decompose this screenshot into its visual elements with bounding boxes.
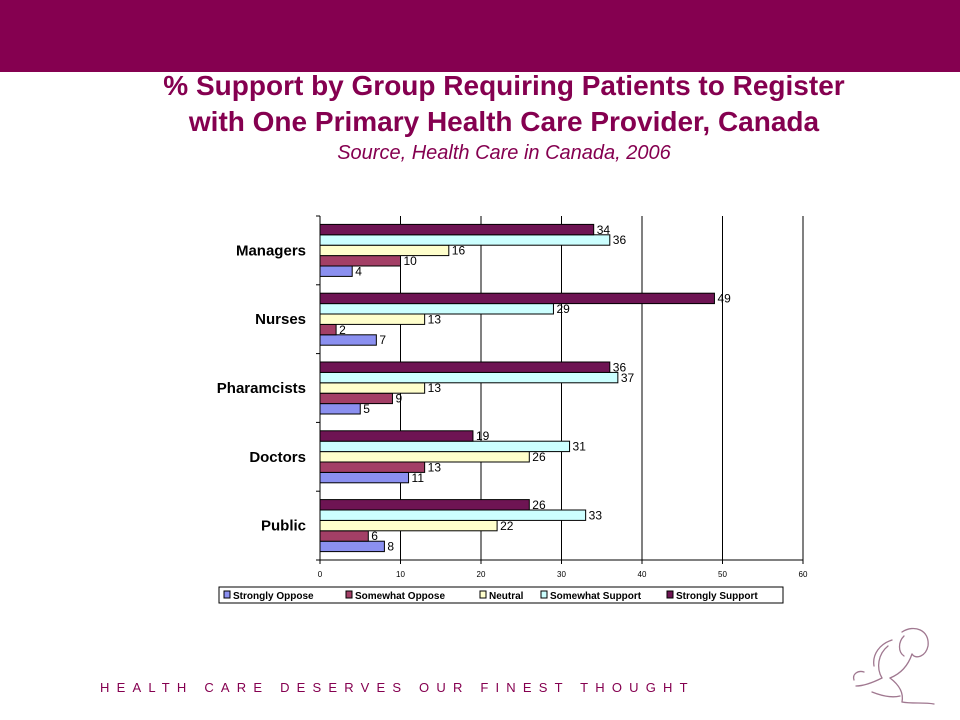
data-label-managers-somewhat-support: 36: [613, 233, 627, 247]
legend-swatch-somewhat-oppose: [345, 590, 353, 599]
data-label-doctors-strongly-support: 19: [476, 429, 490, 443]
bar-doctors-neutral: [319, 451, 530, 463]
data-label-pharamcists-neutral: 13: [428, 381, 442, 395]
bar-managers-strongly-oppose: [319, 265, 353, 277]
data-label-managers-somewhat-oppose: 10: [404, 254, 418, 268]
x-tick-label: 40: [638, 570, 647, 579]
category-label-doctors: Doctors: [249, 449, 306, 466]
title-line-2: with One Primary Health Care Provider, C…: [188, 106, 820, 137]
data-label-managers-strongly-support: 34: [597, 223, 611, 237]
data-label-doctors-neutral: 26: [532, 450, 546, 464]
legend-label-somewhat-oppose: Somewhat Oppose: [355, 591, 445, 602]
bar-pharamcists-strongly-support: [319, 361, 611, 373]
legend-label-strongly-oppose: Strongly Oppose: [233, 591, 314, 602]
bar-doctors-somewhat-oppose: [319, 461, 426, 473]
bar-managers-somewhat-oppose: [319, 255, 401, 267]
bar-public-somewhat-support: [319, 509, 587, 521]
data-label-nurses-neutral: 13: [428, 312, 442, 326]
bar-nurses-somewhat-support: [319, 303, 554, 315]
category-label-public: Public: [261, 518, 306, 535]
legend-swatch-somewhat-support: [540, 590, 548, 599]
x-tick-label: 10: [396, 570, 405, 579]
data-label-pharamcists-somewhat-support: 37: [621, 371, 635, 385]
header-bar: [0, 0, 960, 72]
tagline: HEALTH CARE DESERVES OUR FINEST THOUGHT: [100, 680, 695, 695]
data-label-nurses-somewhat-support: 29: [556, 302, 570, 316]
x-tick-label: 50: [718, 570, 727, 579]
data-label-public-strongly-oppose: 8: [387, 540, 394, 554]
bar-public-neutral: [319, 519, 498, 532]
data-label-public-somewhat-support: 33: [589, 508, 603, 522]
data-label-doctors-somewhat-oppose: 13: [428, 460, 442, 474]
mother-and-child-logo-icon: [852, 627, 935, 705]
legend-swatch-strongly-oppose: [223, 590, 231, 599]
category-label-pharamcists: Pharamcists: [217, 380, 306, 397]
bar-nurses-strongly-support: [319, 292, 715, 305]
data-label-nurses-somewhat-oppose: 2: [339, 323, 346, 337]
bar-managers-neutral: [319, 244, 450, 257]
data-label-pharamcists-strongly-support: 36: [613, 360, 627, 374]
legend-label-strongly-support: Strongly Support: [676, 591, 758, 602]
subtitle: Source, Health Care in Canada, 2006: [337, 142, 671, 164]
bar-nurses-somewhat-oppose: [319, 323, 337, 336]
legend-label-somewhat-support: Somewhat Support: [550, 591, 642, 602]
bar-nurses-neutral: [319, 313, 426, 325]
data-label-nurses-strongly-oppose: 7: [379, 333, 386, 347]
data-label-pharamcists-strongly-oppose: 5: [363, 402, 370, 416]
bar-public-strongly-support: [319, 499, 530, 511]
x-tick-label: 0: [318, 570, 323, 579]
data-label-public-strongly-support: 26: [532, 498, 546, 512]
x-tick-label: 30: [557, 570, 566, 579]
bar-managers-strongly-support: [319, 223, 595, 236]
legend-label-neutral: Neutral: [489, 591, 524, 602]
data-label-pharamcists-somewhat-oppose: 9: [395, 392, 402, 406]
bar-nurses-strongly-oppose: [319, 334, 377, 346]
data-label-managers-strongly-oppose: 4: [355, 264, 362, 278]
x-tick-label: 20: [477, 570, 486, 579]
bar-pharamcists-somewhat-support: [319, 371, 619, 384]
bar-pharamcists-neutral: [319, 382, 426, 394]
slide-title: % Support by Group Requiring Patients to…: [0, 68, 960, 166]
bar-doctors-strongly-support: [319, 430, 474, 442]
bar-managers-somewhat-support: [319, 234, 611, 246]
data-label-doctors-somewhat-support: 31: [573, 440, 587, 454]
title-line-1: % Support by Group Requiring Patients to…: [163, 70, 845, 101]
data-label-doctors-strongly-oppose: 11: [412, 471, 425, 485]
bar-public-somewhat-oppose: [319, 530, 369, 542]
legend-swatch-neutral: [479, 590, 487, 599]
data-label-managers-neutral: 16: [452, 244, 466, 258]
data-label-nurses-strongly-support: 49: [717, 292, 731, 306]
category-label-managers: Managers: [236, 242, 306, 259]
bar-doctors-somewhat-support: [319, 440, 571, 453]
bar-pharamcists-strongly-oppose: [319, 403, 361, 415]
bar-doctors-strongly-oppose: [319, 471, 410, 484]
category-label-nurses: Nurses: [255, 311, 306, 328]
data-label-public-somewhat-oppose: 6: [371, 529, 378, 543]
legend-box: [218, 586, 784, 604]
data-label-public-neutral: 22: [500, 519, 514, 533]
x-tick-label: 60: [799, 570, 808, 579]
legend-swatch-strongly-support: [666, 590, 674, 599]
bar-pharamcists-somewhat-oppose: [319, 392, 393, 405]
